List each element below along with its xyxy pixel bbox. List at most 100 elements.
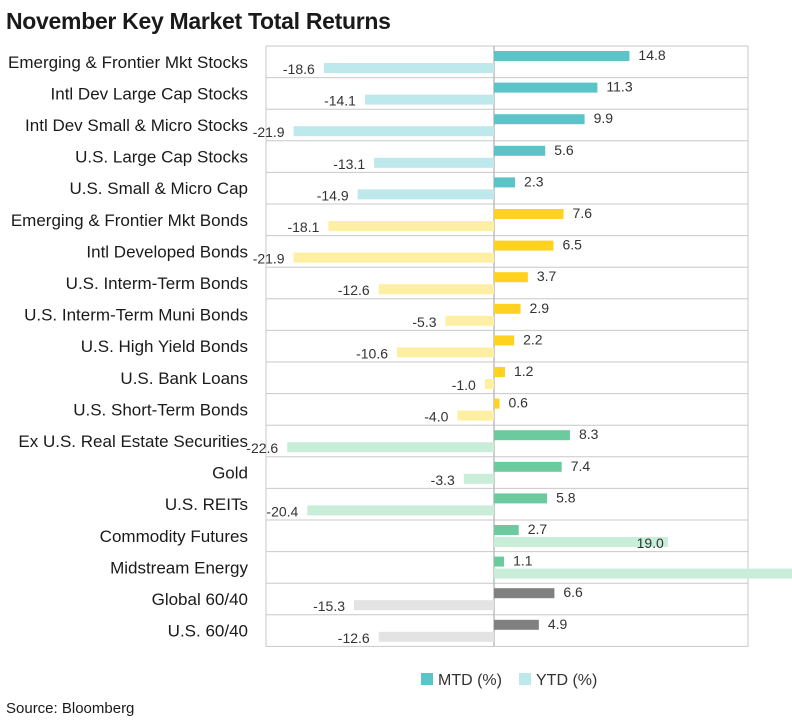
ytd-bar [364, 94, 494, 105]
mtd-bar [494, 335, 515, 346]
ytd-value-label: -5.3 [412, 314, 436, 330]
mtd-bar [494, 367, 505, 377]
ytd-bar [357, 189, 494, 200]
legend-swatch-mtd [421, 673, 433, 685]
mtd-value-label: 6.5 [562, 237, 582, 253]
mtd-bar [494, 430, 570, 441]
ytd-bar [374, 157, 494, 168]
category-label: U.S. Short-Term Bonds [73, 400, 248, 419]
category-label: U.S. High Yield Bonds [81, 337, 248, 356]
category-label: U.S. Interm-Term Muni Bonds [24, 306, 248, 325]
mtd-bar [494, 493, 548, 504]
mtd-value-label: 5.6 [554, 142, 574, 158]
chart-grid [265, 45, 749, 647]
ytd-bar [494, 568, 792, 579]
legend-label-ytd: YTD (%) [536, 672, 597, 689]
mtd-bar [494, 209, 564, 219]
ytd-value-label: -14.1 [324, 93, 356, 109]
mtd-value-label: 11.3 [606, 79, 632, 95]
category-label: U.S. REITs [165, 495, 248, 514]
ytd-bar [354, 600, 494, 611]
category-label: U.S. 60/40 [168, 622, 248, 641]
mtd-bar [494, 619, 539, 630]
chart-bars [287, 51, 792, 642]
mtd-bar [494, 588, 555, 599]
ytd-value-label: -13.1 [333, 156, 365, 172]
mtd-value-label: 9.9 [594, 110, 614, 126]
ytd-bar [307, 505, 494, 516]
ytd-value-label: -21.9 [253, 251, 285, 267]
mtd-value-label: 2.2 [523, 331, 543, 347]
mtd-value-label: 14.8 [638, 47, 665, 63]
category-label: U.S. Interm-Term Bonds [66, 274, 248, 293]
mtd-value-label: 3.7 [537, 268, 557, 284]
mtd-bar [494, 51, 630, 61]
mtd-value-label: 2.7 [528, 521, 548, 537]
mtd-bar [494, 398, 500, 409]
legend-swatch-ytd [519, 673, 531, 685]
ytd-value-label: -18.6 [283, 61, 315, 77]
legend-label-mtd: MTD (%) [438, 672, 502, 689]
category-label: Gold [212, 464, 248, 483]
category-label: Emerging & Frontier Mkt Stocks [8, 53, 248, 72]
mtd-value-label: 0.6 [508, 395, 528, 411]
mtd-bar [494, 272, 528, 283]
mtd-bar [494, 556, 505, 567]
ytd-value-label: -14.9 [317, 187, 349, 203]
mtd-value-label: 8.3 [579, 426, 599, 442]
ytd-bar [378, 284, 494, 295]
source-note: Source: Bloomberg [6, 700, 135, 717]
mtd-value-label: 1.2 [514, 363, 534, 379]
ytd-bar [293, 252, 494, 263]
ytd-value-label: 19.0 [637, 535, 664, 551]
chart-legend: MTD (%) YTD (%) [421, 672, 597, 689]
ytd-bar [293, 126, 494, 137]
mtd-value-label: 1.1 [513, 553, 533, 569]
ytd-bar [287, 442, 494, 453]
mtd-bar [494, 461, 562, 472]
mtd-bar [494, 177, 516, 188]
ytd-value-label: -4.0 [424, 409, 448, 425]
ytd-bar [323, 63, 494, 73]
mtd-value-label: 5.8 [556, 489, 576, 505]
ytd-value-label: -1.0 [452, 377, 476, 393]
ytd-bar [463, 473, 494, 484]
category-label: Emerging & Frontier Mkt Bonds [11, 211, 248, 230]
mtd-bar [494, 525, 519, 535]
ytd-bar [445, 315, 494, 326]
category-label: Ex U.S. Real Estate Securities [18, 432, 248, 451]
category-label: Intl Developed Bonds [86, 242, 248, 261]
ytd-value-label: -12.6 [338, 630, 370, 646]
ytd-bar [397, 347, 494, 358]
chart-labels: Emerging & Frontier Mkt Stocks 14.8 -18.6 I… [8, 47, 666, 646]
ytd-bar [457, 410, 494, 421]
mtd-value-label: 2.3 [524, 173, 544, 189]
category-label: Commodity Futures [100, 527, 248, 546]
ytd-value-label: -21.9 [253, 124, 285, 140]
plot-frame [265, 45, 749, 647]
ytd-bar [484, 379, 494, 389]
chart-title: November Key Market Total Returns [6, 8, 391, 34]
ytd-value-label: -22.6 [246, 440, 278, 456]
mtd-bar [494, 114, 585, 125]
ytd-value-label: -18.1 [287, 219, 319, 235]
ytd-value-label: -12.6 [338, 282, 370, 298]
ytd-bar [494, 537, 668, 547]
category-label: U.S. Large Cap Stocks [75, 148, 248, 167]
ytd-value-label: -20.4 [266, 503, 298, 519]
ytd-value-label: -10.6 [356, 345, 388, 361]
mtd-value-label: 2.9 [530, 300, 550, 316]
ytd-bar [328, 221, 494, 231]
mtd-value-label: 4.9 [548, 616, 568, 632]
ytd-bar [378, 631, 494, 642]
mtd-bar [494, 82, 598, 93]
mtd-value-label: 7.6 [573, 205, 593, 221]
mtd-value-label: 7.4 [571, 458, 591, 474]
category-label: U.S. Small & Micro Cap [69, 179, 248, 198]
category-label: Global 60/40 [152, 590, 248, 609]
category-label: Intl Dev Large Cap Stocks [51, 84, 248, 103]
mtd-bar [494, 145, 546, 156]
mtd-value-label: 6.6 [563, 584, 583, 600]
ytd-value-label: -15.3 [313, 598, 345, 614]
